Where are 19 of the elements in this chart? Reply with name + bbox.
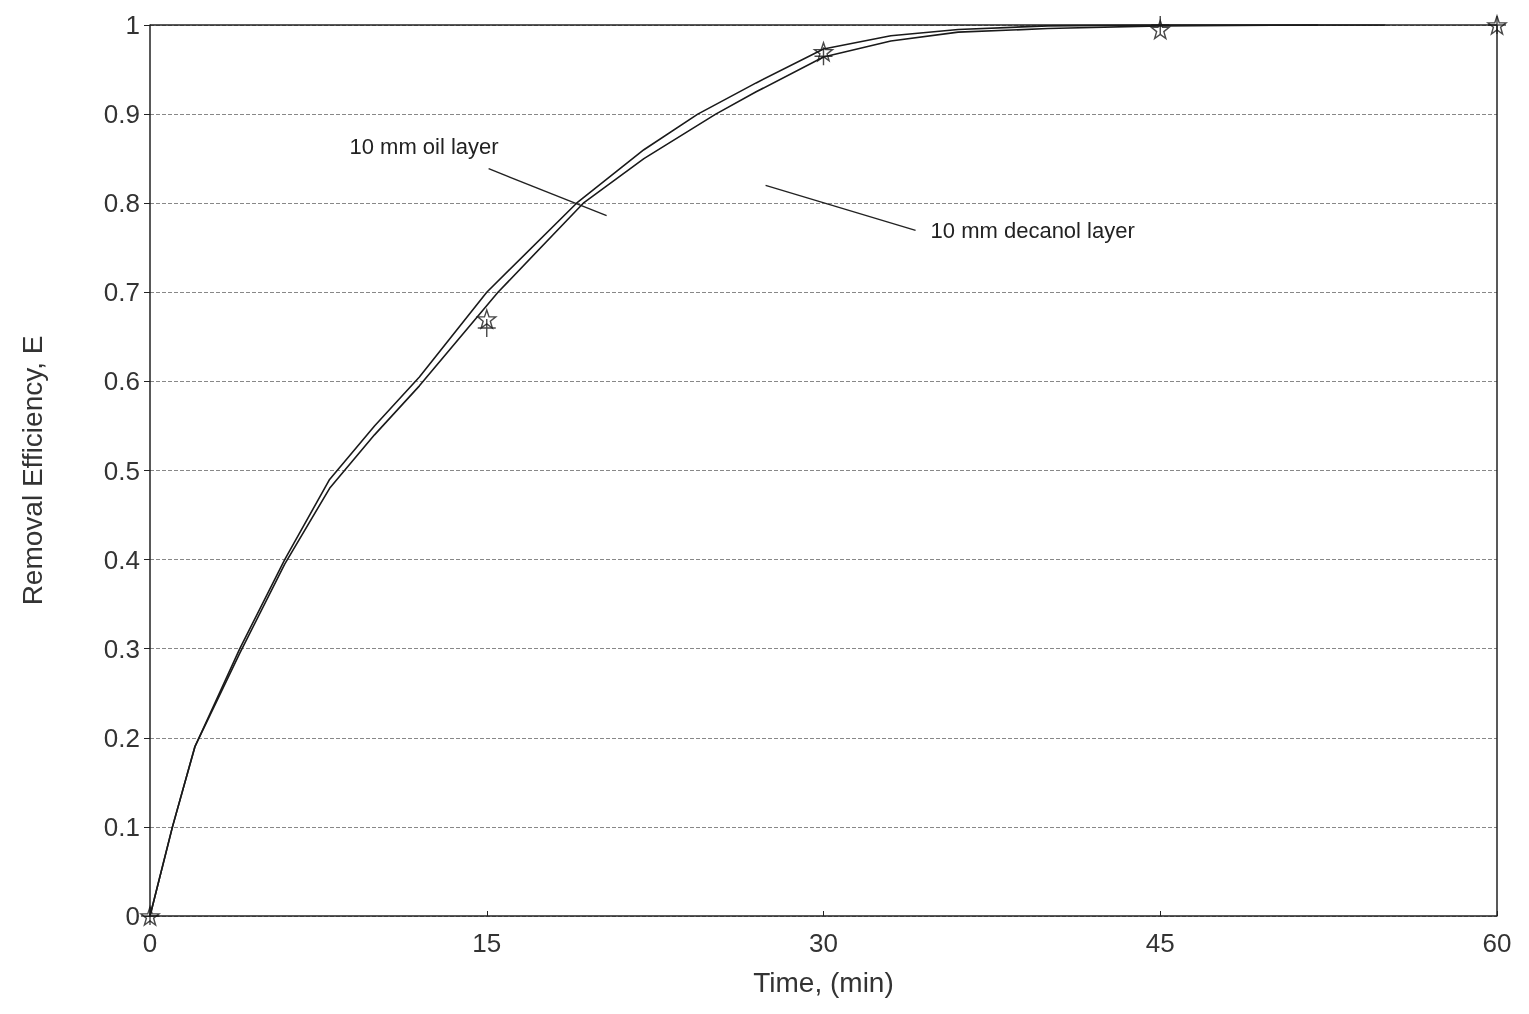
y-tick-label: 0.1 bbox=[103, 811, 140, 842]
y-tick-label: 0 bbox=[125, 901, 140, 931]
y-tick-label: 0.9 bbox=[103, 99, 140, 130]
y-tick-label: 0.2 bbox=[103, 722, 140, 753]
x-axis-title: Time, (min) bbox=[753, 966, 894, 998]
y-tick-label: 0.5 bbox=[103, 455, 140, 486]
y-tick-label: 0.8 bbox=[103, 188, 140, 219]
annotation: 10 mm decanol layer bbox=[930, 217, 1135, 243]
y-tick-label: 1 bbox=[125, 10, 140, 40]
x-tick-label: 15 bbox=[472, 928, 502, 958]
x-tick-label: 45 bbox=[1145, 928, 1175, 958]
y-tick-label: 0.7 bbox=[103, 277, 140, 308]
annotation: 10 mm oil layer bbox=[349, 134, 499, 160]
x-tick-label: 60 bbox=[1482, 928, 1512, 958]
y-tick-label: 0.4 bbox=[103, 544, 140, 575]
y-axis-title: Removal Efficiency, E bbox=[16, 335, 48, 606]
y-tick-label: 0.3 bbox=[103, 633, 140, 664]
y-tick-label: 0.6 bbox=[103, 366, 140, 397]
x-tick-label: 30 bbox=[809, 928, 838, 958]
